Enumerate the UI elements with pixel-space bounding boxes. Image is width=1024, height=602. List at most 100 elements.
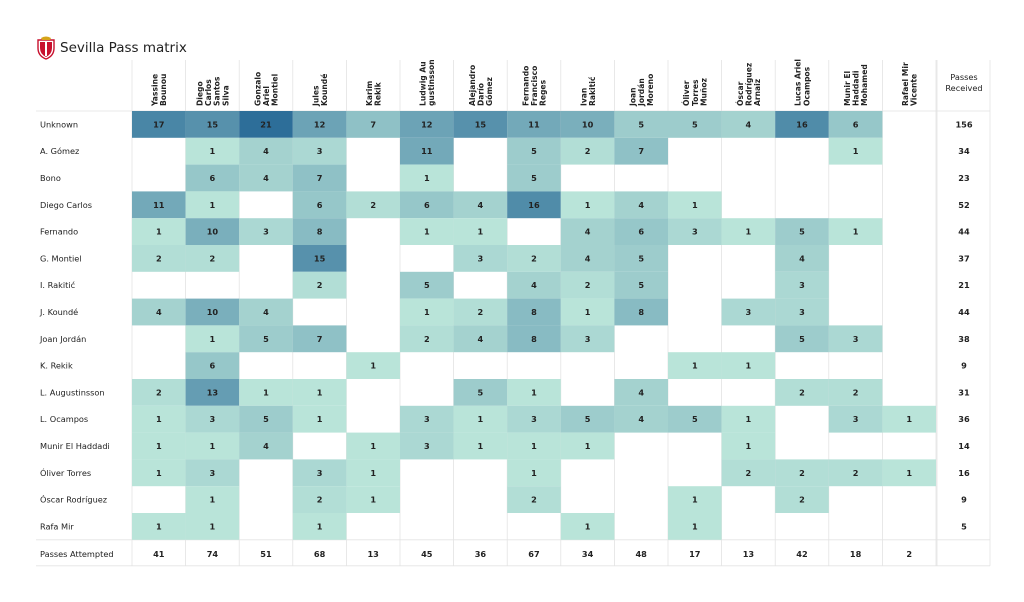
heatmap-cell (453, 245, 508, 272)
heatmap-cell (614, 218, 668, 245)
cell-value: 2 (210, 253, 216, 263)
cell-value: 1 (156, 441, 162, 451)
column-header-line: Óscar (736, 81, 745, 106)
heatmap-cell (185, 218, 240, 245)
cell-value: 8 (531, 334, 537, 344)
heatmap-cell (185, 191, 240, 219)
heatmap-cell (668, 218, 722, 245)
passes-attempted-value: 45 (421, 549, 433, 559)
cell-value: 8 (531, 307, 537, 317)
passes-attempted-value: 36 (475, 549, 487, 559)
cell-value: 5 (585, 414, 591, 424)
heatmap-cell (614, 111, 668, 138)
heatmap-cell (132, 405, 186, 433)
passes-attempted-value: 51 (260, 549, 272, 559)
heatmap-cell (614, 298, 668, 326)
cell-value: 1 (317, 414, 323, 424)
heatmap-cell (185, 379, 240, 406)
column-header: Rafael Mir Vicente (901, 62, 919, 106)
column-header: Alejandro Darío Gómez (468, 65, 494, 106)
cell-value: 15 (475, 119, 487, 129)
heatmap-cell (560, 325, 615, 353)
passes-received-value: 156 (955, 119, 972, 129)
row-label: Unknown (40, 119, 78, 129)
heatmap-cell (507, 379, 561, 406)
row-label: I. Rakitić (40, 280, 75, 290)
heatmap-cell (668, 405, 722, 433)
heatmap-cell (400, 218, 454, 245)
column-header: Gonzalo Ariel Montiel (253, 72, 279, 106)
heatmap-cell (560, 137, 615, 165)
heatmap-cell (882, 459, 936, 487)
heatmap-cell (453, 218, 508, 245)
cell-value: 2 (156, 253, 162, 263)
cell-value: 1 (531, 468, 537, 478)
column-header-line: Diego (196, 81, 205, 106)
cell-value: 3 (692, 227, 698, 237)
heatmap-cell (292, 137, 347, 165)
cell-value: 3 (853, 414, 859, 424)
passes-attempted-value: 67 (528, 549, 540, 559)
cell-value: 12 (314, 119, 325, 129)
heatmap-cell (400, 111, 454, 138)
passes-received-value: 23 (958, 173, 970, 183)
heatmap-cell (560, 405, 615, 433)
cell-value: 1 (424, 307, 430, 317)
column-header-line: Santos (213, 76, 222, 106)
heatmap-cell (775, 486, 829, 513)
heatmap-cell (239, 405, 293, 433)
cell-value: 1 (370, 441, 376, 451)
cell-value: 2 (853, 468, 859, 478)
column-header-line: Mohamed (860, 64, 869, 106)
cell-value: 4 (638, 387, 644, 397)
cell-value: 3 (317, 146, 323, 156)
column-header-line: Munir El (843, 71, 852, 106)
column-header-line: Ludwig Au (419, 61, 428, 106)
heatmap-cell (668, 513, 722, 540)
cell-value: 16 (796, 119, 808, 129)
passes-received-value: 44 (958, 227, 970, 237)
cell-value: 1 (263, 387, 269, 397)
heatmap-cell (185, 459, 240, 487)
heatmap-cell (292, 271, 347, 299)
row-label: J. Koundé (39, 307, 78, 317)
heatmap-cell (453, 298, 508, 326)
heatmap-cell (828, 379, 883, 406)
cell-value: 2 (531, 495, 537, 505)
row-label: Diego Carlos (40, 200, 92, 210)
heatmap-cell (292, 379, 347, 406)
cell-value: 5 (692, 119, 698, 129)
cell-value: 3 (317, 468, 323, 478)
cell-value: 1 (478, 227, 484, 237)
row-label: A. Gómez (40, 146, 79, 156)
column-header-line: Moreno (646, 74, 655, 106)
cell-value: 1 (424, 173, 430, 183)
cell-value: 5 (799, 334, 805, 344)
heatmap-cell (132, 379, 186, 406)
cell-value: 6 (210, 361, 216, 371)
heatmap-cell (507, 298, 561, 326)
cell-value: 1 (317, 521, 323, 531)
row-label: Rafa Mir (40, 521, 74, 531)
column-header: Lucas Ariel Ocampos (794, 59, 812, 106)
row-label: L. Augustinsson (40, 387, 105, 397)
column-header-line: Koundé (320, 74, 329, 106)
column-header-line: Muñoz (699, 77, 708, 106)
heatmap-cell (507, 459, 561, 487)
cell-value: 15 (314, 253, 326, 263)
cell-value: 1 (531, 387, 537, 397)
heatmap-cell (614, 271, 668, 299)
column-header-line: Rafael Mir (901, 62, 910, 106)
heatmap-cell (828, 111, 883, 138)
cell-value: 4 (263, 173, 269, 183)
cell-value: 6 (317, 200, 323, 210)
row-label: K. Rekik (40, 361, 73, 371)
heatmap-cell (132, 191, 186, 219)
heatmap-cell (507, 325, 561, 353)
column-header: Óliver Torres Muñoz (682, 77, 708, 106)
cell-value: 3 (424, 441, 430, 451)
cell-value: 2 (317, 495, 323, 505)
heatmap-cell (614, 405, 668, 433)
heatmap-cell (668, 352, 722, 379)
cell-value: 1 (853, 227, 859, 237)
